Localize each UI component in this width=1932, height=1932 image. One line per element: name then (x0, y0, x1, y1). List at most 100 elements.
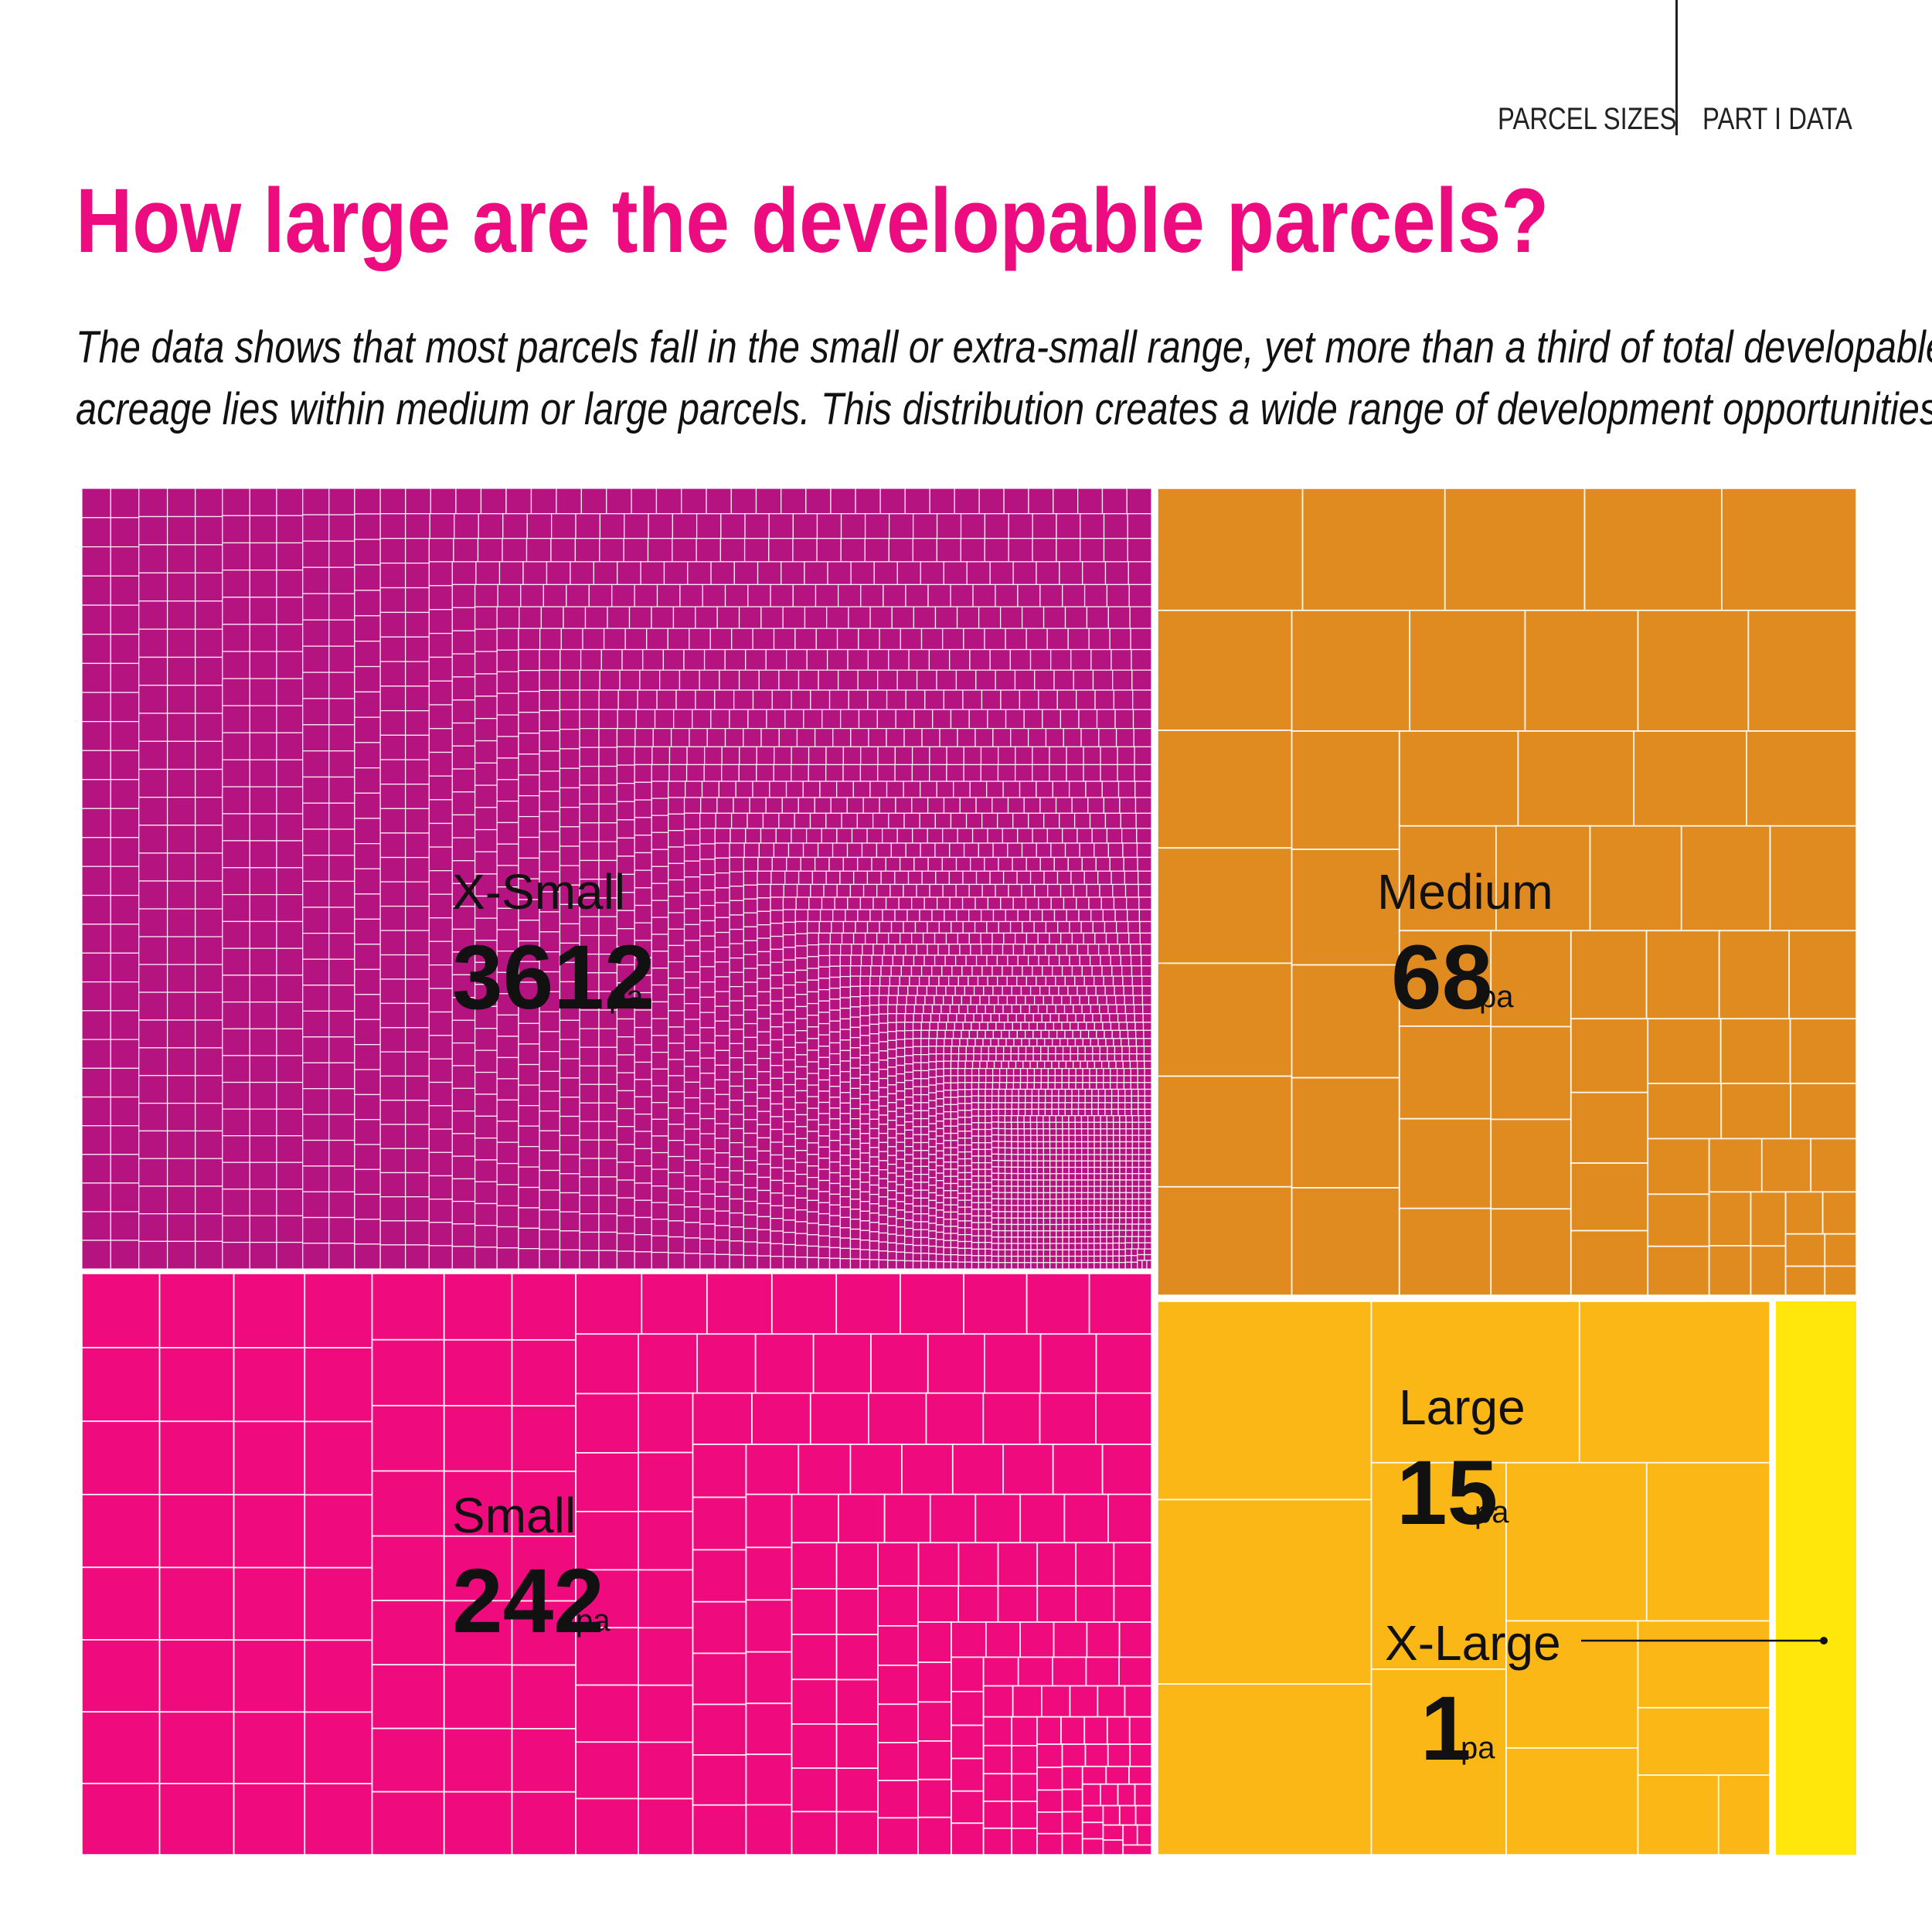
parcel-tile (328, 1114, 355, 1141)
parcel-tile (699, 1042, 716, 1059)
parcel-tile (818, 1246, 831, 1259)
parcel-tile (878, 1151, 889, 1162)
parcel-tile (961, 995, 971, 1005)
parcel-tile (138, 992, 168, 1021)
parcel-tile (1011, 1716, 1038, 1747)
parcel-tile (1046, 628, 1069, 651)
parcel-tile (1065, 1060, 1074, 1070)
parcel-tile (869, 1184, 879, 1196)
parcel-tile (1005, 909, 1019, 923)
parcel-tile (985, 1235, 993, 1243)
parcel-tile (729, 914, 744, 930)
parcel-tile (1121, 965, 1133, 977)
parcel-tile (920, 1236, 930, 1247)
parcel-tile (1021, 1038, 1030, 1047)
parcel-tile (714, 828, 731, 844)
parcel-tile (1134, 1783, 1152, 1807)
parcel-tile (276, 705, 304, 733)
parcel-tile (496, 671, 519, 694)
parcel-tile (354, 1168, 381, 1196)
parcel-tile (1011, 1801, 1038, 1829)
parcel-tile (912, 1110, 922, 1120)
parcel-tile (771, 689, 792, 710)
segment-unit-large: pa (1475, 1495, 1509, 1529)
parcel-tile (668, 813, 685, 832)
parcel-tile (757, 1031, 771, 1046)
parcel-tile (962, 689, 983, 710)
parcel-tile (1760, 1138, 1812, 1193)
parcel-tile (1680, 825, 1771, 932)
parcel-tile (928, 1046, 937, 1055)
parcel-tile (896, 1047, 906, 1058)
parcel-tile (1036, 1141, 1044, 1149)
parcel-tile (814, 728, 834, 748)
parcel-tile (166, 768, 196, 798)
parcel-tile (792, 583, 817, 607)
parcel-tile (496, 1121, 519, 1143)
parcel-tile (832, 728, 852, 748)
parcel-tile (1040, 1075, 1049, 1083)
parcel-tile (304, 1420, 373, 1496)
parcel-tile (859, 1230, 871, 1241)
parcel-tile (428, 1081, 453, 1107)
parcel-tile (474, 673, 498, 697)
parcel-tile (1100, 1255, 1107, 1264)
parcel-tile (828, 1053, 841, 1066)
parcel-tile (849, 1107, 861, 1120)
parcel-tile (818, 1034, 831, 1047)
parcel-tile (302, 488, 330, 515)
parcel-tile (474, 873, 498, 897)
parcel-tile (194, 1047, 223, 1077)
parcel-tile (81, 808, 111, 838)
parcel-tile (757, 910, 771, 926)
parcel-tile (598, 803, 618, 824)
parcel-tile (249, 1001, 277, 1029)
parcel-tile (616, 1179, 635, 1199)
parcel-tile (853, 870, 869, 886)
parcel-tile (1068, 1198, 1077, 1206)
parcel-tile (1026, 1067, 1036, 1077)
parcel-tile (1049, 746, 1067, 766)
parcel-tile (849, 1444, 903, 1495)
parcel-tile (978, 1095, 986, 1104)
parcel-tile (935, 1083, 944, 1092)
parcel-tile (634, 852, 652, 871)
parcel-tile (1017, 1115, 1025, 1123)
parcel-tile (110, 923, 140, 954)
parcel-tile (222, 1241, 250, 1270)
parcel-tile (1053, 669, 1074, 691)
parcel-tile (1056, 1134, 1063, 1143)
parcel-tile (1056, 1128, 1063, 1136)
parcel-tile (1047, 1082, 1056, 1090)
parcel-tile (1135, 1038, 1145, 1047)
parcel-tile (985, 1168, 993, 1177)
parcel-tile (880, 870, 896, 886)
parcel-tile (1062, 1223, 1070, 1232)
parcel-tile (912, 513, 938, 539)
parcel-tile (1111, 1095, 1119, 1104)
parcel-tile (559, 1058, 580, 1079)
parcel-tile (1145, 1192, 1152, 1200)
parcel-tile (249, 597, 277, 625)
parcel-tile (951, 1724, 985, 1760)
parcel-tile (1036, 1832, 1063, 1855)
parcel-tile (1106, 1262, 1114, 1270)
parcel-tile (998, 1192, 1006, 1200)
parcel-tile (354, 918, 381, 945)
parcel-tile (841, 932, 855, 945)
parcel-tile (1094, 1141, 1101, 1149)
parcel-tile (1024, 1217, 1032, 1226)
parcel-tile (194, 740, 223, 770)
parcel-tile (729, 886, 744, 902)
parcel-tile (1113, 1585, 1152, 1623)
parcel-tile (1024, 1192, 1032, 1200)
parcel-tile (964, 1240, 973, 1250)
parcel-tile (328, 1062, 355, 1090)
parcel-tile (806, 1142, 819, 1155)
parcel-tile (1104, 1088, 1113, 1097)
parcel-tile (868, 728, 887, 748)
parcel-tile (706, 728, 726, 748)
parcel-tile (951, 1656, 985, 1692)
parcel-tile (519, 606, 543, 629)
parcel-tile (879, 975, 891, 987)
